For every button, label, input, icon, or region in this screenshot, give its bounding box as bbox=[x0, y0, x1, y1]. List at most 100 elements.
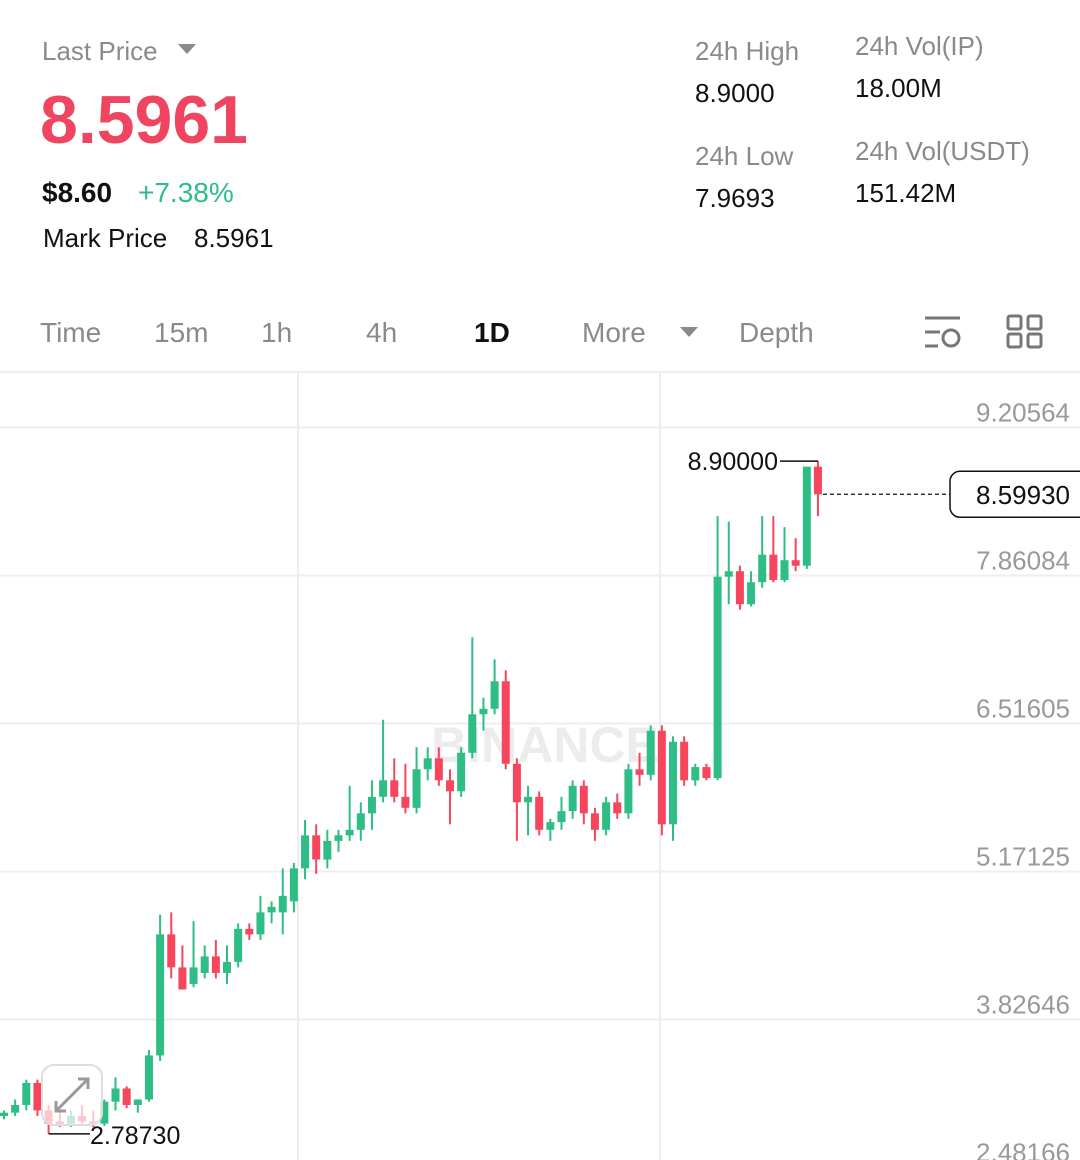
candle-body bbox=[122, 1088, 131, 1105]
candle-body bbox=[22, 1082, 31, 1105]
candle-body bbox=[167, 934, 176, 968]
stat-value: 8.9000 bbox=[695, 78, 775, 108]
candle-body bbox=[669, 741, 677, 825]
candle-body bbox=[289, 868, 298, 902]
candle-body bbox=[802, 466, 811, 566]
y-tick-label: 6.51605 bbox=[976, 694, 1070, 724]
candle-body bbox=[535, 796, 544, 830]
candle-body bbox=[412, 769, 421, 808]
tab[interactable]: 1h bbox=[261, 317, 292, 348]
dropdown-arrow[interactable] bbox=[178, 44, 196, 54]
interval-tabs: Time 15m 1h 4h 1D More Depth bbox=[40, 317, 814, 348]
candle-body bbox=[747, 582, 756, 605]
candle-body bbox=[713, 576, 722, 779]
candle-body bbox=[735, 571, 744, 605]
y-tick-label: 2.48166 bbox=[976, 1138, 1070, 1160]
candle-body bbox=[379, 780, 388, 797]
candle-body bbox=[613, 802, 622, 814]
candle-body bbox=[223, 961, 231, 973]
last-price-label[interactable]: Last Price bbox=[42, 36, 158, 66]
candle-body bbox=[156, 934, 165, 1056]
tab[interactable]: 15m bbox=[154, 317, 208, 348]
candle-body bbox=[590, 813, 599, 830]
tab[interactable]: More bbox=[582, 317, 646, 348]
candle-body bbox=[245, 928, 254, 935]
stat-label: 24h High bbox=[695, 36, 799, 66]
candle-body bbox=[144, 1055, 153, 1100]
candle-body bbox=[334, 835, 343, 841]
candle-body bbox=[434, 758, 443, 781]
y-tick-label: 5.17125 bbox=[976, 842, 1070, 872]
candle-body bbox=[367, 796, 376, 814]
candle-body bbox=[446, 780, 454, 792]
tab[interactable]: 4h bbox=[366, 317, 397, 348]
candle-body bbox=[557, 811, 566, 823]
stat-value: 151.42M bbox=[855, 178, 956, 208]
candle-body bbox=[680, 741, 689, 781]
usd-price: $8.60 bbox=[42, 177, 112, 208]
tab[interactable]: Time bbox=[40, 317, 101, 348]
candle-body bbox=[234, 928, 243, 962]
candle-body bbox=[657, 730, 666, 825]
candle-body bbox=[312, 835, 321, 860]
candle-body bbox=[278, 895, 287, 913]
tab[interactable]: 1D bbox=[474, 317, 510, 348]
layout-icon[interactable] bbox=[1006, 314, 1043, 349]
candle-body bbox=[33, 1082, 42, 1111]
dropdown-arrow[interactable] bbox=[680, 327, 698, 337]
candle-chart: 9.20564 7.86084 6.51605 5.17125 3.82646 2.481… bbox=[0, 398, 1080, 1160]
candle-body bbox=[0, 1112, 8, 1116]
candle-body bbox=[267, 906, 276, 913]
candle-body bbox=[791, 560, 800, 566]
candle-body bbox=[702, 767, 711, 779]
y-tick-label: 3.82646 bbox=[976, 990, 1070, 1020]
candle-body bbox=[111, 1088, 120, 1102]
mark-price-label: Mark Price bbox=[43, 223, 167, 253]
candle-body bbox=[401, 796, 410, 808]
candle-body bbox=[301, 835, 310, 869]
candle-body bbox=[189, 967, 198, 984]
candle-body bbox=[479, 708, 488, 715]
tab[interactable]: Depth bbox=[739, 317, 814, 348]
stat-label: 24h Vol(USDT) bbox=[855, 136, 1030, 166]
candle-body bbox=[356, 813, 365, 830]
candle-body bbox=[100, 1101, 109, 1124]
candle-body bbox=[512, 763, 521, 803]
last-price: 8.5961 bbox=[40, 82, 248, 158]
candle-body bbox=[256, 912, 265, 935]
stat-label: 24h Low bbox=[695, 141, 794, 171]
candle-body bbox=[390, 780, 399, 797]
low-label: 2.78730 bbox=[90, 1122, 180, 1150]
candle-body bbox=[813, 466, 822, 495]
mark-price-value: 8.5961 bbox=[194, 223, 274, 253]
y-tick-label: 7.86084 bbox=[976, 546, 1070, 576]
expand-icon[interactable] bbox=[54, 1077, 90, 1113]
candle-body bbox=[323, 840, 332, 860]
watermark: BINANCE bbox=[431, 717, 659, 773]
candle-body bbox=[780, 560, 789, 581]
candle-body bbox=[490, 681, 499, 709]
stat-label: 24h Vol(IP) bbox=[855, 31, 984, 61]
candle-body bbox=[635, 769, 644, 775]
candle-body bbox=[691, 767, 700, 781]
candle-body bbox=[423, 758, 432, 770]
candle-body bbox=[646, 730, 655, 775]
candle-body bbox=[133, 1099, 142, 1105]
candle-body bbox=[579, 785, 588, 814]
candle-body bbox=[200, 956, 209, 973]
y-tick-label: 9.20564 bbox=[976, 398, 1070, 428]
candle-body bbox=[457, 752, 466, 792]
indicator-icon[interactable] bbox=[925, 316, 961, 348]
stat-value: 7.9693 bbox=[695, 183, 775, 213]
candle-body bbox=[724, 571, 733, 577]
stat-value: 18.00M bbox=[855, 73, 942, 103]
candle-body bbox=[211, 956, 220, 973]
last-price-label: 8.59930 bbox=[976, 480, 1070, 510]
candle-body bbox=[624, 769, 633, 814]
price-change: +7.38% bbox=[138, 177, 234, 208]
candle-body bbox=[758, 554, 767, 583]
candle-body bbox=[468, 714, 477, 753]
candle-body bbox=[11, 1104, 20, 1113]
candle-body bbox=[501, 681, 510, 764]
